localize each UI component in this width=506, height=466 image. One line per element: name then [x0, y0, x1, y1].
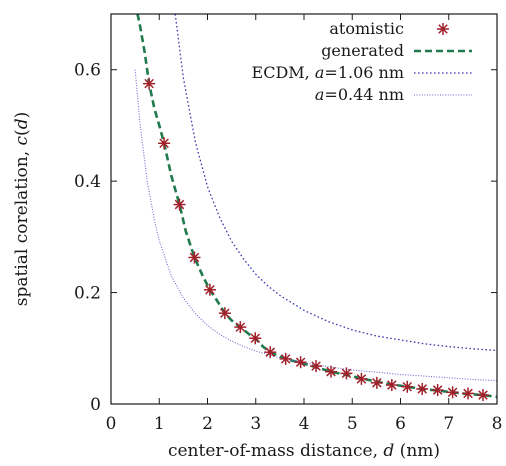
- legend-asterisk: [437, 23, 449, 35]
- data-point-14: [355, 372, 368, 385]
- x-tick-label-5: 5: [347, 414, 358, 434]
- series-line-1: [136, 14, 497, 399]
- x-tick-label-8: 8: [492, 414, 503, 434]
- y-tick-label-1: 0.2: [74, 284, 101, 304]
- data-point-17: [401, 380, 414, 393]
- y-tick-label-2: 0.4: [74, 172, 101, 192]
- legend-label-atomistic: atomistic: [329, 19, 404, 38]
- data-point-20: [446, 386, 459, 399]
- data-point-2: [173, 198, 186, 211]
- data-point-8: [264, 346, 277, 359]
- data-point-21: [462, 387, 475, 400]
- series-line-2: [174, 14, 497, 352]
- x-tick-label-6: 6: [395, 414, 406, 434]
- legend-label-a044: a=0.44 nm: [315, 85, 404, 104]
- data-point-1: [158, 137, 171, 150]
- x-tick-label-4: 4: [299, 414, 310, 434]
- series-line-3: [134, 69, 497, 382]
- legend-entry-a044: a=0.44 nm: [315, 85, 472, 104]
- data-point-13: [340, 367, 353, 380]
- legend-entry-atomistic: atomistic: [329, 19, 449, 38]
- data-point-19: [431, 384, 444, 397]
- x-axis-label: center-of-mass distance, d (nm): [168, 441, 440, 461]
- data-point-15: [370, 376, 383, 389]
- legend-label-ecdm: ECDM, a=1.06 nm: [252, 63, 404, 82]
- data-point-6: [234, 321, 247, 334]
- legend-entry-ecdm: ECDM, a=1.06 nm: [252, 63, 472, 82]
- x-tick-label-0: 0: [106, 414, 117, 434]
- x-tick-label-2: 2: [202, 414, 213, 434]
- data-point-12: [325, 365, 338, 378]
- legend-marker-atomistic: [437, 23, 449, 35]
- series-layer: [134, 14, 497, 402]
- data-point-4: [203, 283, 216, 296]
- legend: atomistic generated ECDM, a=1.06 nm a=0.…: [252, 19, 472, 104]
- data-point-0: [143, 77, 156, 90]
- y-tick-label-0: 0: [90, 395, 101, 415]
- data-point-9: [279, 352, 292, 365]
- x-tick-label-3: 3: [250, 414, 261, 434]
- data-point-16: [385, 379, 398, 392]
- x-tick-label-7: 7: [443, 414, 454, 434]
- data-point-11: [310, 360, 323, 373]
- x-tick-label-1: 1: [154, 414, 165, 434]
- legend-label-generated: generated: [321, 41, 404, 60]
- y-tick-label-3: 0.6: [74, 61, 101, 81]
- data-point-7: [249, 332, 262, 345]
- data-point-18: [416, 382, 429, 395]
- y-axis-label: spatial corelation, c(d): [12, 112, 32, 306]
- legend-entry-generated: generated: [321, 41, 472, 60]
- ticks-layer: 0 1 2 3 4 5 6 7 8 0 0.2 0.4 0.6: [74, 14, 502, 434]
- data-point-5: [218, 307, 231, 320]
- data-point-3: [188, 251, 201, 264]
- data-point-10: [294, 356, 307, 369]
- data-point-22: [477, 389, 490, 402]
